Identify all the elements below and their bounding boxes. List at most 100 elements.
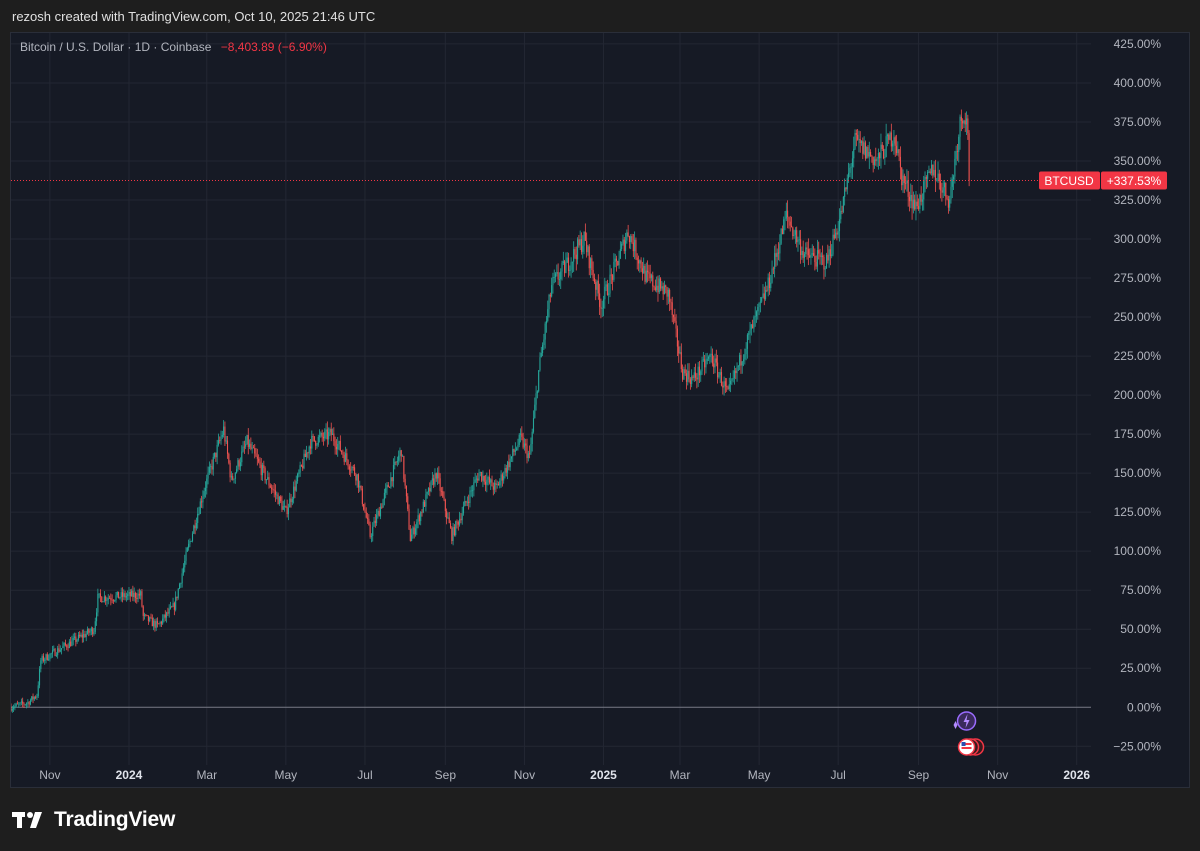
candle-body	[125, 595, 127, 598]
candle-body	[707, 356, 710, 359]
candle-body	[255, 453, 257, 457]
candle-body	[918, 206, 920, 209]
candle-up	[910, 183, 912, 209]
candle-down	[58, 643, 60, 653]
candle-up	[430, 480, 432, 493]
candle-body	[600, 306, 602, 309]
candle-body	[465, 501, 467, 503]
candle-body	[324, 431, 326, 439]
candle-body	[475, 478, 478, 480]
candle-down	[92, 626, 94, 638]
candle-body	[16, 703, 19, 705]
candle-up	[24, 703, 26, 706]
candle-body	[15, 703, 17, 706]
candle-up	[719, 368, 721, 383]
candle-body	[364, 509, 366, 512]
candle-up	[434, 468, 436, 487]
candle-up	[507, 460, 509, 480]
candle-body	[236, 469, 238, 473]
candle-body	[377, 510, 379, 515]
candle-up	[36, 693, 38, 701]
candle-body	[577, 239, 579, 260]
candle-up	[534, 397, 536, 419]
candle-body	[322, 436, 325, 439]
candle-up	[709, 353, 711, 364]
candle-body	[452, 527, 454, 542]
candle-down	[920, 186, 922, 206]
candle-body	[579, 239, 581, 246]
candle-body	[765, 289, 767, 300]
candle-down	[790, 216, 793, 228]
candle-body	[93, 631, 95, 635]
x-tick-label: Nov	[987, 768, 1008, 782]
x-tick-label: 2024	[116, 768, 143, 782]
candle-up	[359, 480, 361, 492]
candle-body	[864, 142, 866, 159]
candle-body	[697, 366, 699, 380]
candle-body	[753, 316, 755, 329]
candle-up	[542, 342, 544, 357]
candle-body	[763, 293, 765, 300]
candle-up	[527, 450, 529, 462]
candle-down	[711, 348, 713, 367]
candle-up	[212, 453, 214, 476]
candle-body	[357, 474, 360, 488]
candle-down	[722, 381, 724, 395]
chart-panel[interactable]: BTCUSD +337.53% 425.00% 400.00% 375.00% 350.0…	[10, 32, 1190, 788]
candle-body	[608, 293, 610, 295]
candle-down	[600, 298, 602, 319]
candle-body	[529, 453, 531, 455]
candle-down	[403, 455, 405, 483]
candle-body	[730, 380, 732, 385]
candle-down	[361, 485, 363, 507]
candle-down	[870, 149, 872, 157]
candle-up	[293, 481, 295, 504]
candle-down	[32, 693, 34, 704]
candle-body	[649, 273, 651, 279]
candle-up	[794, 227, 796, 244]
candle-body	[924, 177, 926, 181]
candle-up	[143, 612, 146, 620]
candle-down	[814, 248, 816, 271]
candle-body	[936, 180, 938, 182]
candle-up	[604, 277, 606, 309]
candle-body	[233, 478, 235, 480]
candle-body	[639, 260, 641, 264]
candle-body	[777, 252, 780, 254]
candle-up	[837, 220, 839, 239]
x-tick-label: Nov	[39, 768, 60, 782]
candle-body	[505, 468, 507, 473]
candle-body	[895, 145, 898, 154]
candle-body	[167, 612, 169, 614]
price-chart[interactable]: BTCUSD +337.53%425.00%400.00%375.00%350.0…	[11, 33, 1190, 788]
candle-up	[701, 356, 703, 375]
candle-body	[102, 601, 104, 603]
candle-down	[366, 512, 369, 524]
candle-up	[76, 638, 78, 644]
candle-down	[322, 432, 325, 446]
candle-body	[444, 499, 446, 512]
candle-down	[901, 167, 903, 191]
candle-body	[413, 527, 415, 535]
candle-body	[905, 183, 907, 184]
candle-up	[630, 234, 632, 250]
candle-body	[495, 482, 497, 485]
candle-body	[901, 167, 903, 186]
candle-body	[226, 440, 229, 454]
candle-up	[663, 280, 665, 295]
candle-body	[840, 210, 842, 220]
candle-body	[346, 453, 348, 461]
candle-up	[370, 533, 372, 543]
candle-body	[260, 464, 262, 476]
candle-up	[199, 498, 201, 515]
candle-up	[461, 506, 463, 525]
candle-up	[181, 568, 183, 588]
tradingview-wordmark: TradingView	[54, 808, 176, 831]
candle-down	[171, 605, 173, 608]
candle-body	[344, 453, 347, 462]
candle-body	[527, 453, 529, 459]
candle-up	[602, 295, 605, 317]
candle-body	[216, 444, 218, 458]
candle-up	[372, 522, 374, 542]
candle-body	[879, 153, 881, 159]
